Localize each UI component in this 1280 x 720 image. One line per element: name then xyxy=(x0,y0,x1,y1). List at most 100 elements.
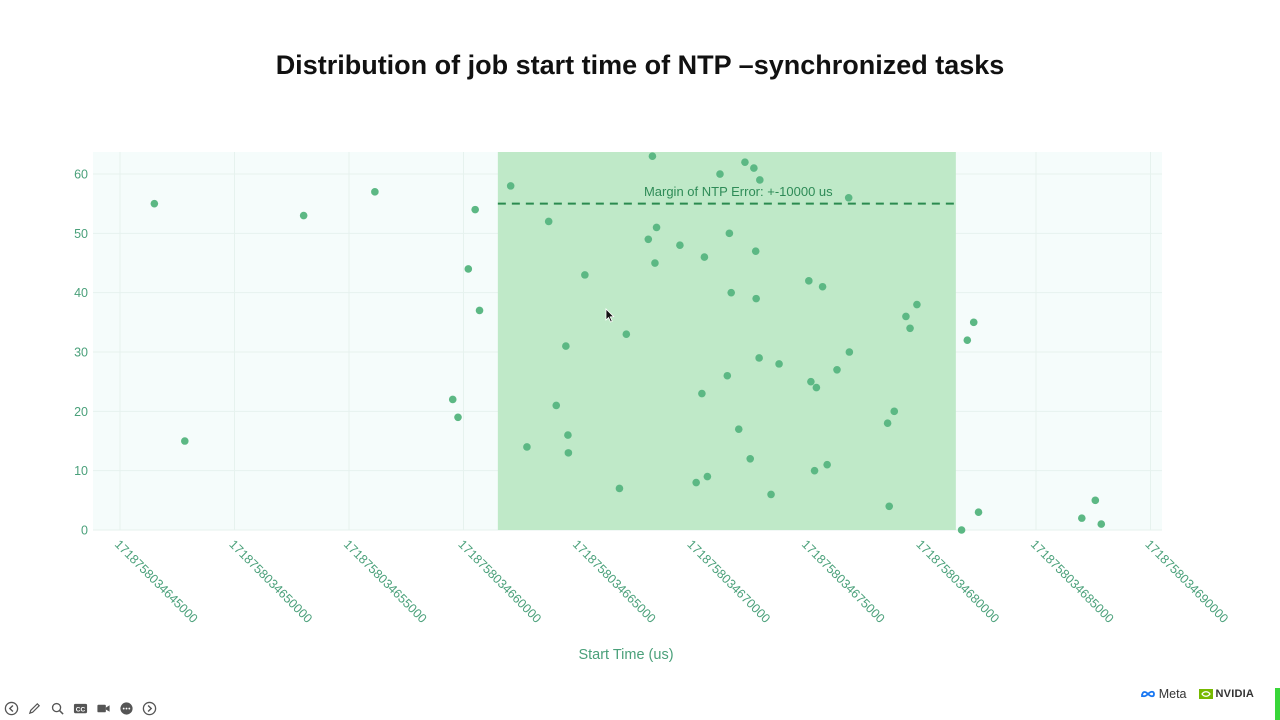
x-tick-label: 1718758034680000 xyxy=(913,537,1002,626)
data-point xyxy=(651,259,659,267)
data-point xyxy=(767,490,775,499)
data-point xyxy=(475,306,484,315)
data-point xyxy=(692,478,700,487)
y-tick-label: 50 xyxy=(74,227,88,241)
data-point xyxy=(581,271,589,279)
data-point xyxy=(523,443,531,451)
x-tick-label: 1718758034650000 xyxy=(226,537,315,626)
data-point xyxy=(906,324,914,333)
data-point xyxy=(752,294,760,303)
data-point xyxy=(622,330,631,339)
magnifier-icon[interactable] xyxy=(48,699,66,717)
x-tick-label: 1718758034675000 xyxy=(799,537,888,626)
y-tick-label: 10 xyxy=(74,464,88,478)
x-axis-title: Start Time (us) xyxy=(578,647,673,663)
closed-captions-button[interactable]: CC xyxy=(71,699,89,717)
data-point xyxy=(464,265,473,273)
y-tick-label: 20 xyxy=(74,405,88,419)
data-point xyxy=(1097,520,1106,528)
data-point xyxy=(810,466,819,475)
margin-annotation: Margin of NTP Error: +-10000 us xyxy=(644,184,833,199)
data-point xyxy=(1078,514,1086,522)
data-point xyxy=(756,176,764,184)
data-point xyxy=(299,211,308,220)
data-point xyxy=(676,241,684,250)
data-point xyxy=(562,342,570,350)
data-point xyxy=(716,170,724,178)
meta-infinity-icon xyxy=(1140,690,1155,698)
data-point xyxy=(448,395,457,404)
data-point xyxy=(741,158,749,166)
slide-title: Distribution of job start time of NTP –s… xyxy=(275,50,1005,80)
pen-icon[interactable] xyxy=(25,699,43,717)
arrow-right-circle-icon[interactable] xyxy=(140,699,158,717)
data-point xyxy=(902,312,910,321)
data-point xyxy=(725,229,734,238)
presentation-controls: CC xyxy=(2,699,158,717)
data-point xyxy=(371,188,379,196)
data-point xyxy=(471,205,479,214)
data-point xyxy=(698,389,706,398)
data-point xyxy=(890,407,899,416)
x-tick-label: 1718758034690000 xyxy=(1142,537,1231,626)
data-point xyxy=(544,217,553,226)
y-tick-label: 30 xyxy=(74,346,88,360)
svg-text:CC: CC xyxy=(75,706,85,713)
meta-logo-text: Meta xyxy=(1158,687,1187,701)
data-point xyxy=(454,413,462,422)
x-tick-label: 1718758034685000 xyxy=(1028,537,1117,626)
data-point xyxy=(552,401,561,410)
data-point xyxy=(652,223,661,232)
video-camera-icon[interactable] xyxy=(94,699,112,717)
data-point xyxy=(181,437,189,445)
data-point xyxy=(723,371,732,380)
data-point xyxy=(751,247,760,255)
data-point xyxy=(727,288,736,297)
x-tick-label: 1718758034670000 xyxy=(684,537,773,626)
more-dots-icon[interactable] xyxy=(117,699,135,717)
nvidia-logo-text: NVIDIA xyxy=(1215,688,1254,700)
data-point xyxy=(807,377,815,386)
data-point xyxy=(833,366,841,374)
x-tick-label: 1718758034665000 xyxy=(570,537,659,626)
data-point xyxy=(775,360,783,368)
data-point xyxy=(506,182,515,190)
data-point xyxy=(818,282,827,291)
data-point xyxy=(700,253,709,261)
data-point xyxy=(845,348,854,356)
data-point xyxy=(974,508,983,517)
data-point xyxy=(750,164,758,172)
data-point xyxy=(883,419,892,428)
data-point xyxy=(963,336,972,344)
y-tick-label: 60 xyxy=(74,168,88,182)
data-point xyxy=(812,383,821,392)
data-point xyxy=(755,354,763,362)
y-tick-label: 0 xyxy=(81,524,88,538)
data-point xyxy=(644,235,653,244)
data-point xyxy=(734,425,743,433)
data-point xyxy=(885,502,894,511)
data-point xyxy=(844,193,853,202)
x-tick-label: 1718758034655000 xyxy=(341,537,430,626)
mouse-cursor-icon xyxy=(605,308,615,323)
data-point xyxy=(648,152,657,161)
data-point xyxy=(564,431,572,439)
y-tick-label: 40 xyxy=(74,286,88,300)
data-point xyxy=(823,460,831,469)
data-point xyxy=(957,526,966,534)
data-point xyxy=(913,300,921,309)
nvidia-logo: NVIDIA xyxy=(1198,688,1254,700)
data-point xyxy=(746,455,755,463)
data-point xyxy=(969,318,978,327)
data-point xyxy=(615,484,624,493)
nvidia-eye-icon xyxy=(1198,689,1213,699)
ntp-error-margin-region xyxy=(497,152,956,530)
meta-logo: Meta xyxy=(1140,687,1187,701)
arrow-left-circle-icon[interactable] xyxy=(2,699,20,717)
x-tick-label: 1718758034645000 xyxy=(112,537,201,626)
data-point xyxy=(805,277,813,285)
x-tick-label: 1718758034660000 xyxy=(455,537,544,626)
data-point xyxy=(1091,496,1100,505)
data-point xyxy=(564,449,573,457)
